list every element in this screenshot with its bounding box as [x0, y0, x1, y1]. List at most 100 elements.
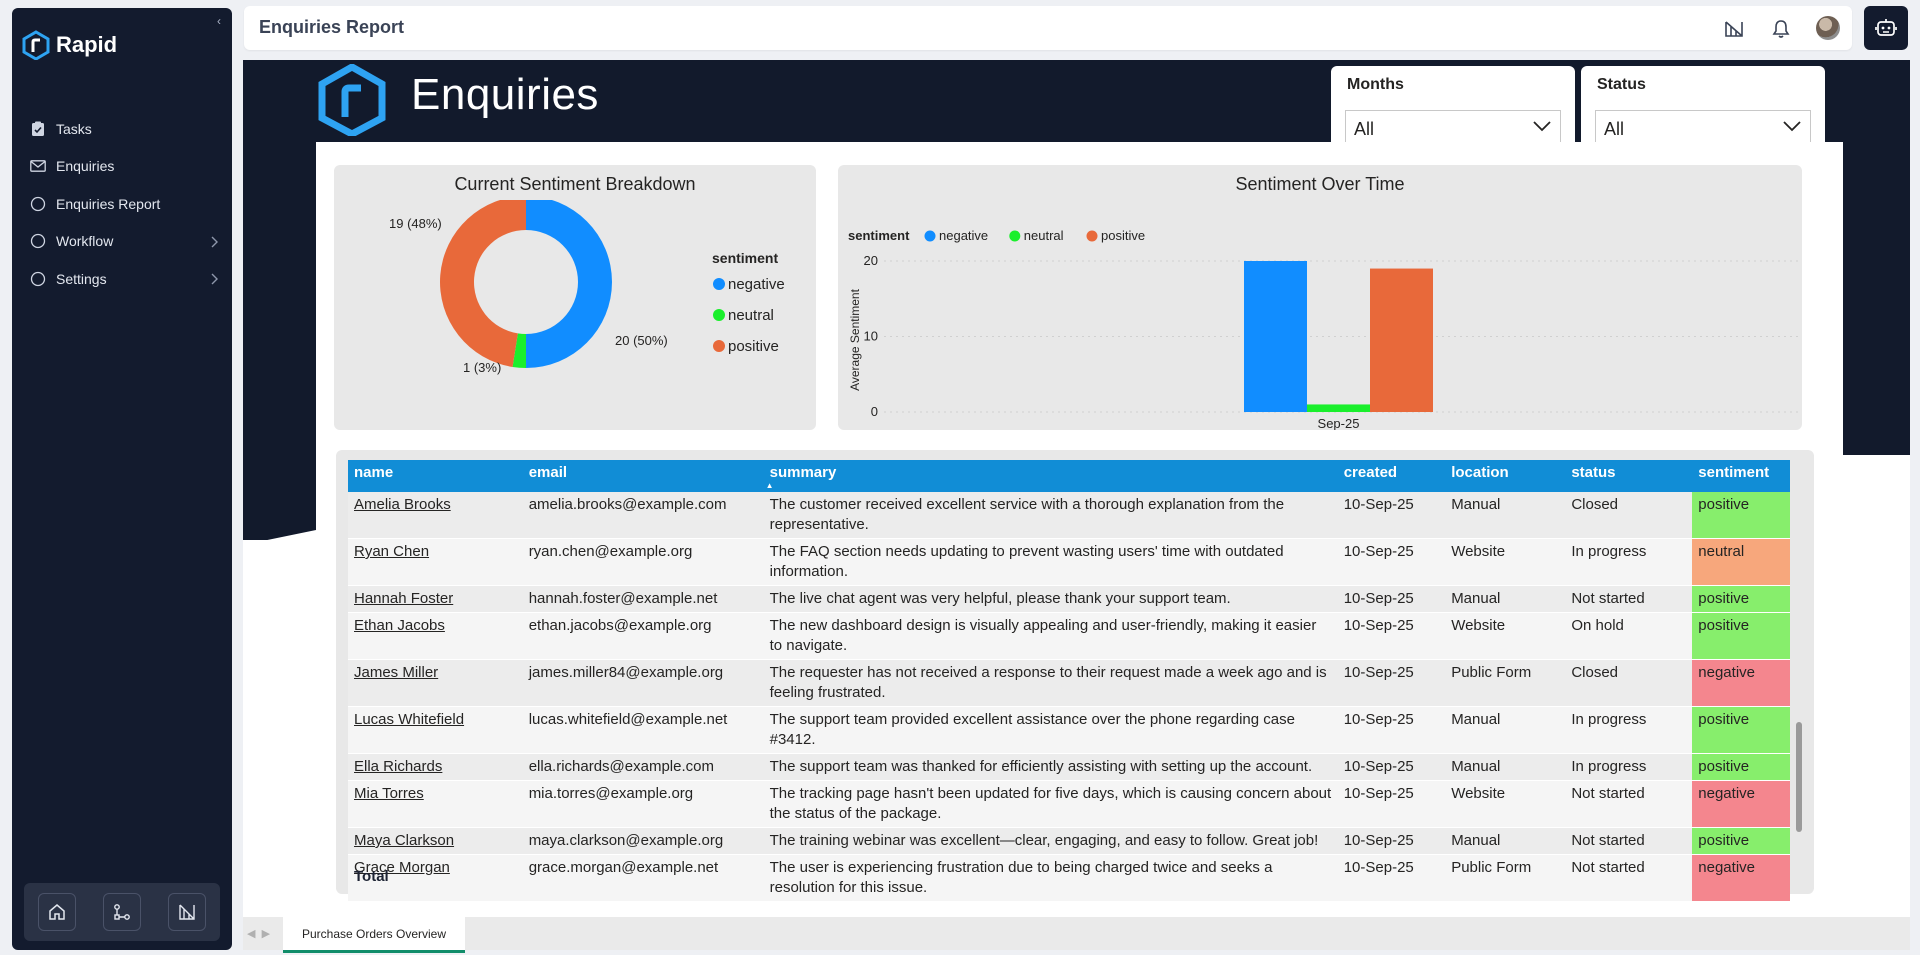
dropdown-value: All	[1354, 119, 1375, 139]
circle-icon	[30, 271, 46, 287]
brand-logo[interactable]: Rapid	[22, 30, 117, 60]
name-link[interactable]: Ethan Jacobs	[354, 617, 445, 634]
summary-cell: The FAQ section needs updating to preven…	[769, 543, 1284, 580]
column-header-location[interactable]: location	[1451, 464, 1509, 481]
bar-chart[interactable]: sentiment negative neutral positive 0 10 20 Av…	[838, 200, 1802, 430]
avatar[interactable]	[1816, 16, 1840, 40]
name-cell[interactable]: Amelia Brooks	[348, 492, 523, 538]
report-tab-bar: ◀ ▶ Purchase Orders Overview	[243, 917, 1910, 953]
name-cell[interactable]: Lucas Whitefield	[348, 707, 523, 753]
sentiment-cell: positive	[1692, 754, 1791, 780]
home-button[interactable]	[37, 893, 76, 931]
assistant-button[interactable]	[1864, 6, 1908, 50]
legend-marker	[713, 278, 725, 290]
name-cell[interactable]: Maya Clarkson	[348, 828, 523, 854]
table-row[interactable]: Amelia Brooks amelia.brooks@example.com Th…	[348, 492, 1791, 539]
x-tick-label: Sep-25	[1318, 416, 1360, 430]
y-axis-label: Average Sentiment	[848, 288, 862, 391]
status-cell: In progress	[1571, 758, 1647, 775]
table-row[interactable]: Mia Torres mia.torres@example.org The trac…	[348, 781, 1791, 828]
summary-cell: The support team provided excellent assi…	[769, 711, 1295, 748]
table-row[interactable]: Ryan Chen ryan.chen@example.org The FAQ se…	[348, 539, 1791, 586]
name-link[interactable]: James Miller	[354, 664, 439, 681]
status-cell: Not started	[1571, 785, 1645, 802]
email-cell: ryan.chen@example.org	[528, 543, 693, 560]
filter-label: Status	[1597, 76, 1646, 93]
name-link[interactable]: Ryan Chen	[354, 543, 430, 560]
workflow-button[interactable]	[102, 893, 141, 931]
name-cell[interactable]: James Miller	[348, 660, 523, 706]
table-row[interactable]: James Miller james.miller84@example.org Th…	[348, 660, 1791, 707]
column-header-sentiment[interactable]: sentiment	[1698, 464, 1770, 481]
name-cell[interactable]: Ethan Jacobs	[348, 613, 523, 659]
tab-purchase-orders-overview[interactable]: Purchase Orders Overview	[283, 917, 465, 953]
summary-cell: The user is experiencing frustration due…	[769, 859, 1273, 896]
sentiment-over-time-card: Sentiment Over Time sentiment negative neu…	[838, 165, 1802, 430]
legend-label: negative	[728, 276, 785, 293]
sidebar-item-enquiries-report[interactable]: Enquiries Report	[12, 185, 232, 223]
tab-nav-arrows-icon[interactable]: ◀ ▶	[247, 928, 271, 940]
bar-neutral	[1307, 404, 1370, 412]
legend-marker	[713, 340, 725, 352]
location-cell: Manual	[1451, 758, 1501, 775]
table-row[interactable]: Ethan Jacobs ethan.jacobs@example.org The …	[348, 613, 1791, 660]
name-cell[interactable]: Ella Richards	[348, 754, 523, 780]
name-cell[interactable]: Hannah Foster	[348, 586, 523, 612]
name-link[interactable]: Grace Morgan	[354, 859, 450, 876]
table-scrollbar[interactable]	[1796, 722, 1802, 832]
name-link[interactable]: Maya Clarkson	[354, 832, 455, 849]
location-cell: Public Form	[1451, 859, 1532, 876]
column-header-status[interactable]: status	[1571, 464, 1616, 481]
report-icon[interactable]	[1723, 18, 1745, 40]
table-row[interactable]: Lucas Whitefield lucas.whitefield@example…	[348, 707, 1791, 754]
dropdown-value: All	[1604, 119, 1625, 139]
name-link[interactable]: Mia Torres	[354, 785, 424, 802]
name-cell[interactable]: Grace Morgan	[348, 855, 523, 901]
name-cell[interactable]: Mia Torres	[348, 781, 523, 827]
collapse-sidebar-icon[interactable]: ‹	[217, 14, 221, 28]
robot-icon	[1875, 19, 1897, 36]
column-header-created[interactable]: created	[1343, 464, 1398, 481]
report-button[interactable]	[168, 893, 207, 931]
sentiment-cell: positive	[1692, 707, 1791, 753]
name-link[interactable]: Hannah Foster	[354, 590, 454, 607]
months-dropdown[interactable]: All	[1345, 110, 1561, 143]
sidebar-item-label: Workflow	[56, 233, 114, 250]
summary-cell: The tracking page hasn't been updated fo…	[769, 785, 1332, 822]
created-cell: 10-Sep-25	[1343, 859, 1414, 876]
sidebar-item-settings[interactable]: Settings	[12, 260, 232, 298]
status-dropdown[interactable]: All	[1595, 110, 1811, 143]
column-header-name[interactable]: name	[354, 464, 394, 481]
legend-label: positive	[728, 338, 779, 355]
sentiment-cell: positive	[1692, 586, 1791, 612]
created-cell: 10-Sep-25	[1343, 543, 1414, 560]
donut-chart[interactable]: sentiment negative neutral positive 19 (48%…	[334, 200, 816, 430]
column-header-summary[interactable]: summary ▲	[764, 460, 1338, 492]
table-body: Amelia Brooks amelia.brooks@example.com Th…	[348, 492, 1791, 902]
name-link[interactable]: Ella Richards	[354, 758, 443, 775]
sidebar-item-workflow[interactable]: Workflow	[12, 223, 232, 261]
chevron-right-icon	[210, 235, 218, 251]
table-row[interactable]: Ella Richards ella.richards@example.com Th…	[348, 754, 1791, 781]
table-row[interactable]: Grace Morgan grace.morgan@example.net The …	[348, 855, 1791, 902]
donut-slice-positive	[440, 200, 526, 367]
name-link[interactable]: Amelia Brooks	[354, 496, 451, 513]
sidebar-item-enquiries[interactable]: Enquiries	[12, 148, 232, 186]
name-link[interactable]: Lucas Whitefield	[354, 711, 465, 728]
created-cell: 10-Sep-25	[1343, 664, 1414, 681]
donut-data-label: 19 (48%)	[389, 216, 442, 231]
sidebar-item-label: Enquiries Report	[56, 195, 161, 212]
bell-icon[interactable]	[1770, 18, 1792, 40]
table-row[interactable]: Hannah Foster hannah.foster@example.net Th…	[348, 586, 1791, 613]
top-header: Enquiries Report	[244, 6, 1852, 50]
sidebar-item-tasks[interactable]: Tasks	[12, 110, 232, 148]
email-cell: amelia.brooks@example.com	[528, 496, 727, 513]
name-cell[interactable]: Ryan Chen	[348, 539, 523, 585]
status-cell: Closed	[1571, 496, 1619, 513]
chart-title: Current Sentiment Breakdown	[454, 174, 696, 194]
table-row[interactable]: Maya Clarkson maya.clarkson@example.org Th…	[348, 828, 1791, 855]
sentiment-cell: positive	[1692, 492, 1791, 538]
column-header-email[interactable]: email	[528, 464, 568, 481]
chevron-right-icon	[210, 272, 218, 288]
created-cell: 10-Sep-25	[1343, 758, 1414, 775]
